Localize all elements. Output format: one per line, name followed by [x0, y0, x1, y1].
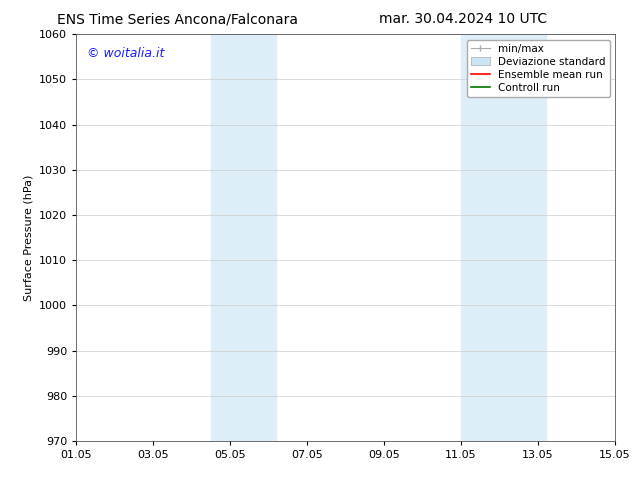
- Text: mar. 30.04.2024 10 UTC: mar. 30.04.2024 10 UTC: [378, 12, 547, 26]
- Bar: [238, 34, 276, 441]
- Text: ENS Time Series Ancona/Falconara: ENS Time Series Ancona/Falconara: [57, 12, 298, 26]
- Y-axis label: Surface Pressure (hPa): Surface Pressure (hPa): [23, 174, 34, 301]
- Text: © woitalia.it: © woitalia.it: [87, 47, 164, 59]
- Legend: min/max, Deviazione standard, Ensemble mean run, Controll run: min/max, Deviazione standard, Ensemble m…: [467, 40, 610, 97]
- Bar: [461, 34, 492, 441]
- Bar: [210, 34, 238, 441]
- Bar: [492, 34, 546, 441]
